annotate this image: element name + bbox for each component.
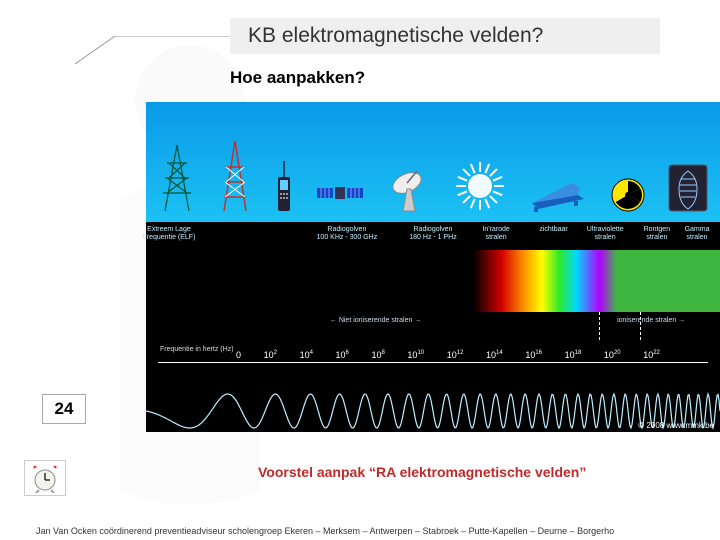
- axis-tick: 1020: [604, 350, 621, 360]
- axis-tick: 106: [336, 350, 349, 360]
- spectrum-color-gradient: [146, 250, 720, 312]
- band-label: Extreem Lage Frequentie (ELF): [142, 226, 195, 241]
- ionizing-label: ioniserende stralen →: [617, 317, 685, 324]
- axis-tick: 1014: [486, 350, 503, 360]
- proposal-text: Voorstel aanpak “RA elektromagnetische v…: [258, 464, 586, 480]
- band-label: In'rarode stralen: [482, 226, 509, 241]
- band-label: Radiogolven 180 Hz - 1 PHz: [409, 226, 456, 241]
- slide-title: KB elektromagnetische velden?: [248, 24, 543, 48]
- radiation-icon: [610, 177, 646, 218]
- band-label: Rontgen stralen: [644, 226, 670, 241]
- spectrum-wave: [146, 390, 720, 432]
- satellite-icon: [315, 173, 365, 218]
- non-ionizing-label: ← Niet ioniserende stralen →: [330, 317, 421, 324]
- xray-box-icon: [667, 163, 709, 218]
- slide-title-band: KB elektromagnetische velden?: [230, 18, 660, 54]
- axis-tick: 1012: [447, 350, 464, 360]
- axis-tick: 104: [300, 350, 313, 360]
- axis-tick: 1018: [565, 350, 582, 360]
- page-number: 24: [42, 394, 86, 424]
- axis-tick: 1016: [525, 350, 542, 360]
- ionizing-divider-1: [599, 312, 600, 340]
- mobile-phone-icon: [274, 159, 294, 218]
- spectrum-icon-row: [146, 108, 720, 218]
- axis-tick: 1022: [643, 350, 660, 360]
- axis-line: [158, 362, 708, 363]
- footer-text: Jan Van Ocken coördinerend preventieadvi…: [36, 526, 720, 536]
- slide-subtitle: Hoe aanpakken?: [230, 68, 365, 88]
- band-label: Gamma stralen: [685, 226, 710, 241]
- power-pylon-icon: [157, 143, 197, 218]
- band-label: Ultraviolette stralen: [587, 226, 624, 241]
- axis-tick: 0: [236, 350, 241, 360]
- frequency-axis: Frequentie in hertz (Hz) 010210410610810…: [146, 342, 720, 392]
- dish-icon: [387, 163, 431, 218]
- alarm-clock-icon: [24, 460, 66, 496]
- tanning-bed-icon: [528, 173, 588, 218]
- axis-tick: 108: [371, 350, 384, 360]
- title-connector-line: [75, 36, 235, 66]
- band-label: zichtbaar: [539, 226, 567, 234]
- band-label: Radiogolven 100 KHz - 300 GHz: [317, 226, 378, 241]
- axis-tick: 1010: [407, 350, 424, 360]
- spectrum-credit: © 2008 www.mmk.be: [638, 421, 714, 430]
- em-spectrum-diagram: Extreem Lage Frequentie (ELF)Radiogolven…: [146, 102, 720, 432]
- sun-icon: [453, 159, 507, 218]
- antenna-tower-icon: [218, 137, 252, 218]
- axis-ticks: 0 102 104 106 108 1010 1012 1014 1016 1018 1020 102…: [146, 350, 720, 360]
- axis-tick: 102: [264, 350, 277, 360]
